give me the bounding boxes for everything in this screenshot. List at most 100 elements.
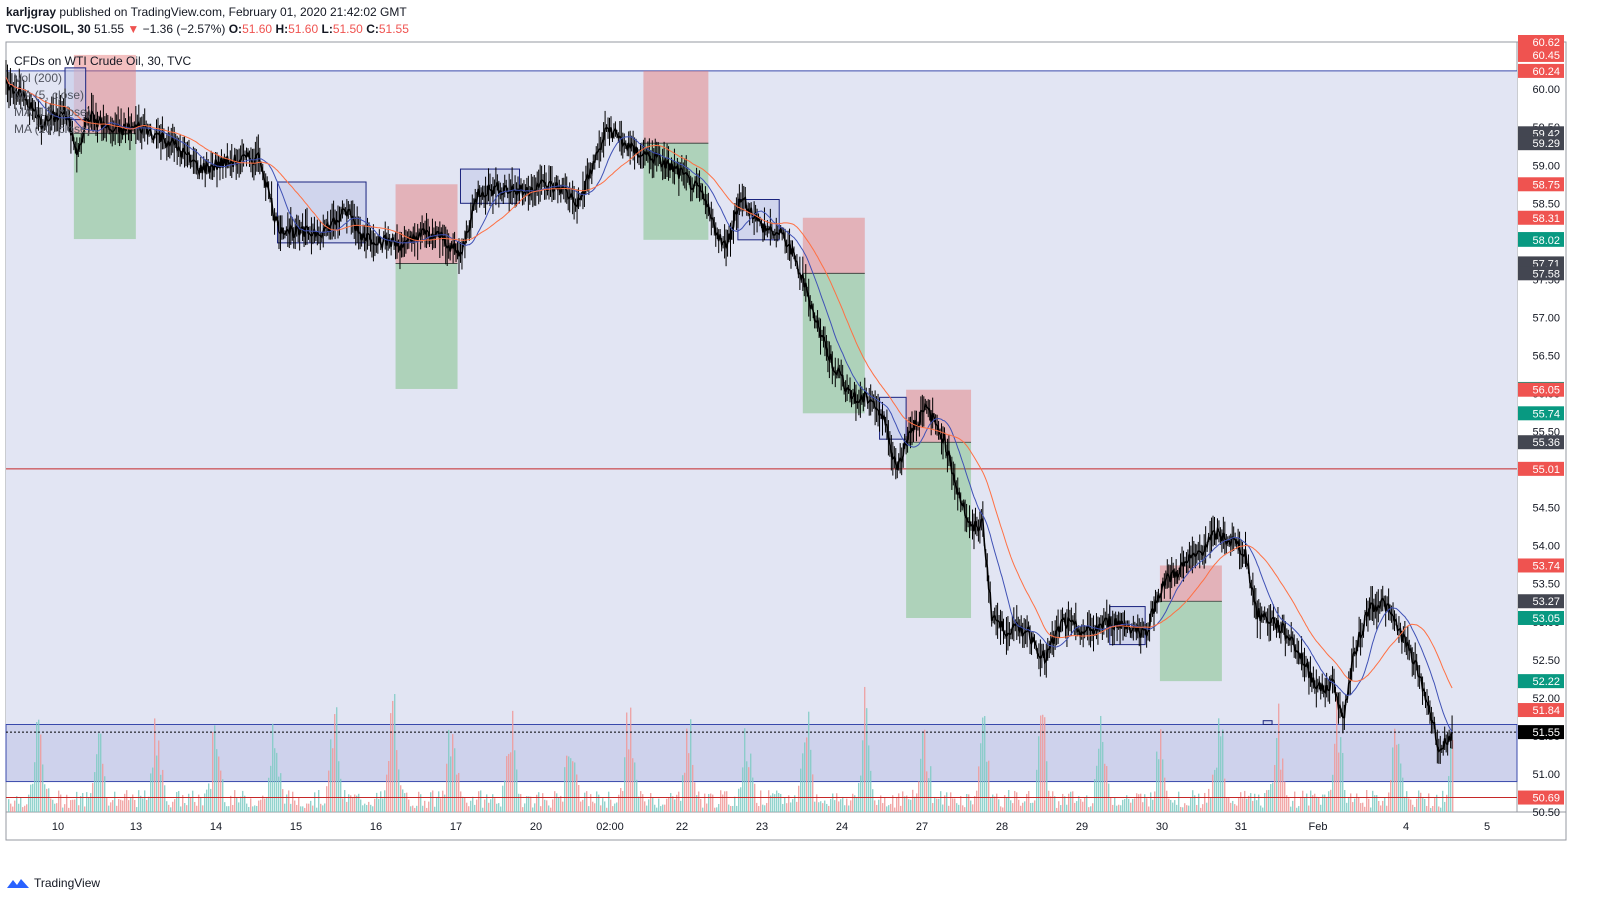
volume-bar [640,791,642,812]
volume-bar [304,807,306,812]
volume-bar [228,806,230,812]
volume-bar [964,807,966,812]
volume-bar [996,793,998,812]
volume-bar [502,785,504,812]
legend-ma10[interactable]: MA (10, close) [14,105,91,119]
volume-bar [946,792,948,812]
legend-ma20[interactable]: MA (20, close) [14,122,91,136]
volume-bar [596,791,598,812]
volume-bar [826,803,828,812]
volume-bar [338,761,340,812]
legend-ma5[interactable]: MA (5, close) [14,88,85,102]
volume-bar [1354,798,1356,812]
volume-bar [568,756,570,812]
volume-bar [698,791,700,812]
volume-bar [708,794,710,812]
volume-bar [1174,800,1176,812]
volume-bar [696,795,698,812]
volume-bar [1252,800,1254,812]
volume-bar [1302,790,1304,812]
volume-bar [102,763,104,812]
volume-bar [744,728,746,812]
volume-bar [210,788,212,812]
volume-bar [144,790,146,812]
volume-bar [498,803,500,812]
legend-volume[interactable]: Vol (200) [14,71,63,85]
volume-bar [72,799,74,812]
volume-bar [1160,729,1162,812]
volume-bar [1138,794,1140,812]
volume-bar [1298,806,1300,812]
volume-bar [876,804,878,812]
volume-bar [538,792,540,812]
volume-bar [978,766,980,812]
volume-bar [76,791,78,812]
tradingview-logo-icon[interactable] [6,876,30,890]
price-tag-label: 59.29 [1532,138,1560,150]
volume-bar [330,739,332,812]
volume-bar [986,761,988,812]
volume-bar [1124,799,1126,812]
volume-bar [1436,794,1438,812]
footer-brand[interactable]: TradingView [34,876,101,890]
price-tick-label: 50.50 [1532,807,1560,819]
volume-bar [1164,777,1166,812]
legend-title[interactable]: CFDs on WTI Crude Oil, 30, TVC [14,54,192,68]
volume-bar [460,791,462,812]
volume-bar [546,800,548,812]
price-tag [1518,266,1564,281]
volume-bar [1102,741,1104,812]
last-price: 51.55 [94,22,125,36]
volume-bar [930,766,932,812]
volume-bar [736,805,738,812]
volume-bar [662,804,664,812]
volume-bar [82,793,84,812]
volume-bar [426,807,428,812]
price-tag-label: 55.74 [1532,408,1560,420]
volume-bar [18,803,20,812]
volume-bar [84,806,86,812]
volume-bar [1064,796,1066,812]
volume-bar [1224,778,1226,812]
volume-bar [1258,794,1260,812]
volume-bar [1152,799,1154,812]
volume-bar [226,806,228,812]
volume-bar [670,793,672,812]
volume-bar [552,799,554,812]
volume-bar [216,749,218,812]
volume-bar [644,801,646,812]
volume-bar [692,764,694,812]
volume-bar [274,748,276,812]
volume-bar [948,805,950,812]
volume-bar [1018,799,1020,812]
chart-legend: CFDs on WTI Crude Oil, 30, TVC Vol (200)… [14,53,191,138]
volume-bar [28,794,30,812]
volume-bar [1080,798,1082,812]
volume-bar [540,806,542,812]
volume-bar [464,797,466,812]
volume-bar [20,797,22,812]
volume-bar [148,796,150,812]
volume-bar [726,791,728,812]
volume-bar [1114,797,1116,812]
volume-bar [52,799,54,812]
volume-bar [1016,792,1018,812]
time-tick-label: 13 [130,821,142,833]
volume-bar [388,760,390,812]
volume-bar [632,758,634,812]
volume-bar [750,753,752,812]
volume-bar [646,805,648,812]
publisher-name[interactable]: karljgray [6,5,57,19]
volume-bar [918,781,920,812]
volume-bar [650,793,652,812]
volume-bar [1394,728,1396,812]
volume-bar [1218,718,1220,812]
volume-bar [34,762,36,812]
volume-bar [622,791,624,812]
volume-bar [410,806,412,812]
volume-bar [146,799,148,812]
volume-bar [524,803,526,812]
volume-bar [1062,793,1064,812]
volume-bar [1184,803,1186,812]
